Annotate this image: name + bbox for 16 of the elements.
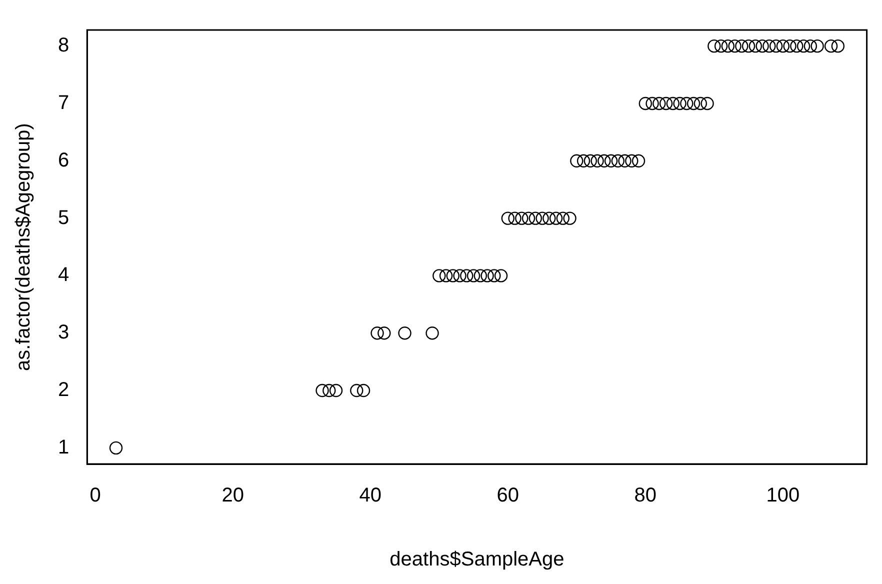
x-tick-label: 80 — [634, 484, 657, 507]
x-tick-label: 60 — [496, 484, 520, 507]
y-tick-label: 8 — [58, 34, 70, 57]
y-tick-label: 1 — [58, 436, 70, 458]
x-tick-label: 40 — [359, 484, 382, 507]
y-axis-title: as.factor(deaths$Agegroup) — [12, 123, 35, 371]
y-tick-label: 6 — [58, 149, 70, 172]
y-tick-label: 4 — [58, 264, 70, 286]
x-axis-title: deaths$SampleAge — [390, 548, 564, 571]
y-tick-label: 2 — [58, 379, 70, 402]
y-tick-label: 5 — [58, 206, 70, 229]
x-tick-label: 100 — [766, 484, 800, 507]
y-tick-label: 3 — [58, 322, 70, 344]
x-tick-label: 0 — [90, 484, 101, 507]
x-tick-label: 20 — [222, 484, 244, 507]
y-tick-label: 7 — [58, 92, 70, 114]
